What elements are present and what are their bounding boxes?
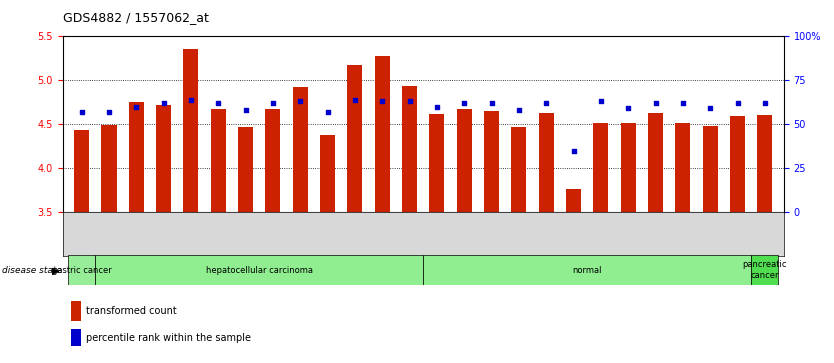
- Point: [212, 100, 225, 106]
- Point: [321, 109, 334, 115]
- Bar: [265, 109, 280, 212]
- Point: [103, 109, 116, 115]
- Point: [485, 100, 498, 106]
- Text: pancreatic
cancer: pancreatic cancer: [742, 260, 787, 280]
- Bar: [102, 125, 117, 212]
- Bar: [676, 123, 691, 212]
- Bar: [128, 102, 143, 212]
- Bar: [484, 111, 499, 212]
- Bar: [293, 87, 308, 212]
- Text: normal: normal: [572, 266, 602, 274]
- Bar: [74, 130, 89, 212]
- Point: [349, 97, 362, 103]
- Text: hepatocellular carcinoma: hepatocellular carcinoma: [206, 266, 313, 274]
- Point: [129, 104, 143, 110]
- Bar: [430, 114, 445, 212]
- Text: GDS4882 / 1557062_at: GDS4882 / 1557062_at: [63, 11, 208, 24]
- Bar: [457, 109, 472, 212]
- Point: [621, 106, 635, 111]
- Bar: [593, 123, 608, 212]
- Bar: [757, 115, 772, 212]
- Bar: [239, 127, 254, 212]
- Text: gastric cancer: gastric cancer: [52, 266, 112, 274]
- Bar: [183, 49, 198, 212]
- Point: [567, 148, 580, 154]
- Bar: [320, 135, 335, 212]
- Point: [512, 107, 525, 113]
- Bar: [511, 127, 526, 212]
- Bar: [730, 115, 745, 212]
- Point: [676, 100, 690, 106]
- Point: [731, 100, 744, 106]
- Bar: [703, 126, 718, 212]
- Point: [403, 98, 416, 104]
- Bar: [566, 189, 581, 212]
- Point: [430, 104, 444, 110]
- Text: disease state: disease state: [2, 266, 62, 275]
- Point: [184, 97, 198, 103]
- Point: [239, 107, 253, 113]
- Point: [758, 100, 771, 106]
- Point: [75, 109, 88, 115]
- Point: [375, 98, 389, 104]
- Point: [649, 100, 662, 106]
- Bar: [402, 86, 417, 212]
- Point: [540, 100, 553, 106]
- Point: [157, 100, 170, 106]
- Bar: [348, 65, 363, 212]
- Point: [458, 100, 471, 106]
- Bar: [539, 113, 554, 212]
- Bar: [211, 109, 226, 212]
- Bar: [648, 113, 663, 212]
- Text: ▶: ▶: [52, 265, 59, 276]
- Text: transformed count: transformed count: [86, 306, 177, 317]
- Bar: [620, 123, 636, 212]
- Point: [266, 100, 279, 106]
- Text: percentile rank within the sample: percentile rank within the sample: [86, 333, 251, 343]
- Point: [594, 98, 607, 104]
- Bar: [156, 105, 171, 212]
- Bar: [751, 255, 778, 285]
- Bar: [374, 56, 389, 212]
- Point: [294, 98, 307, 104]
- Point: [704, 106, 717, 111]
- Bar: [68, 255, 95, 285]
- Bar: [423, 255, 751, 285]
- Bar: [95, 255, 423, 285]
